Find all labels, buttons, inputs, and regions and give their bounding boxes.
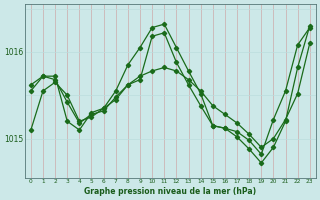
X-axis label: Graphe pression niveau de la mer (hPa): Graphe pression niveau de la mer (hPa): [84, 187, 256, 196]
